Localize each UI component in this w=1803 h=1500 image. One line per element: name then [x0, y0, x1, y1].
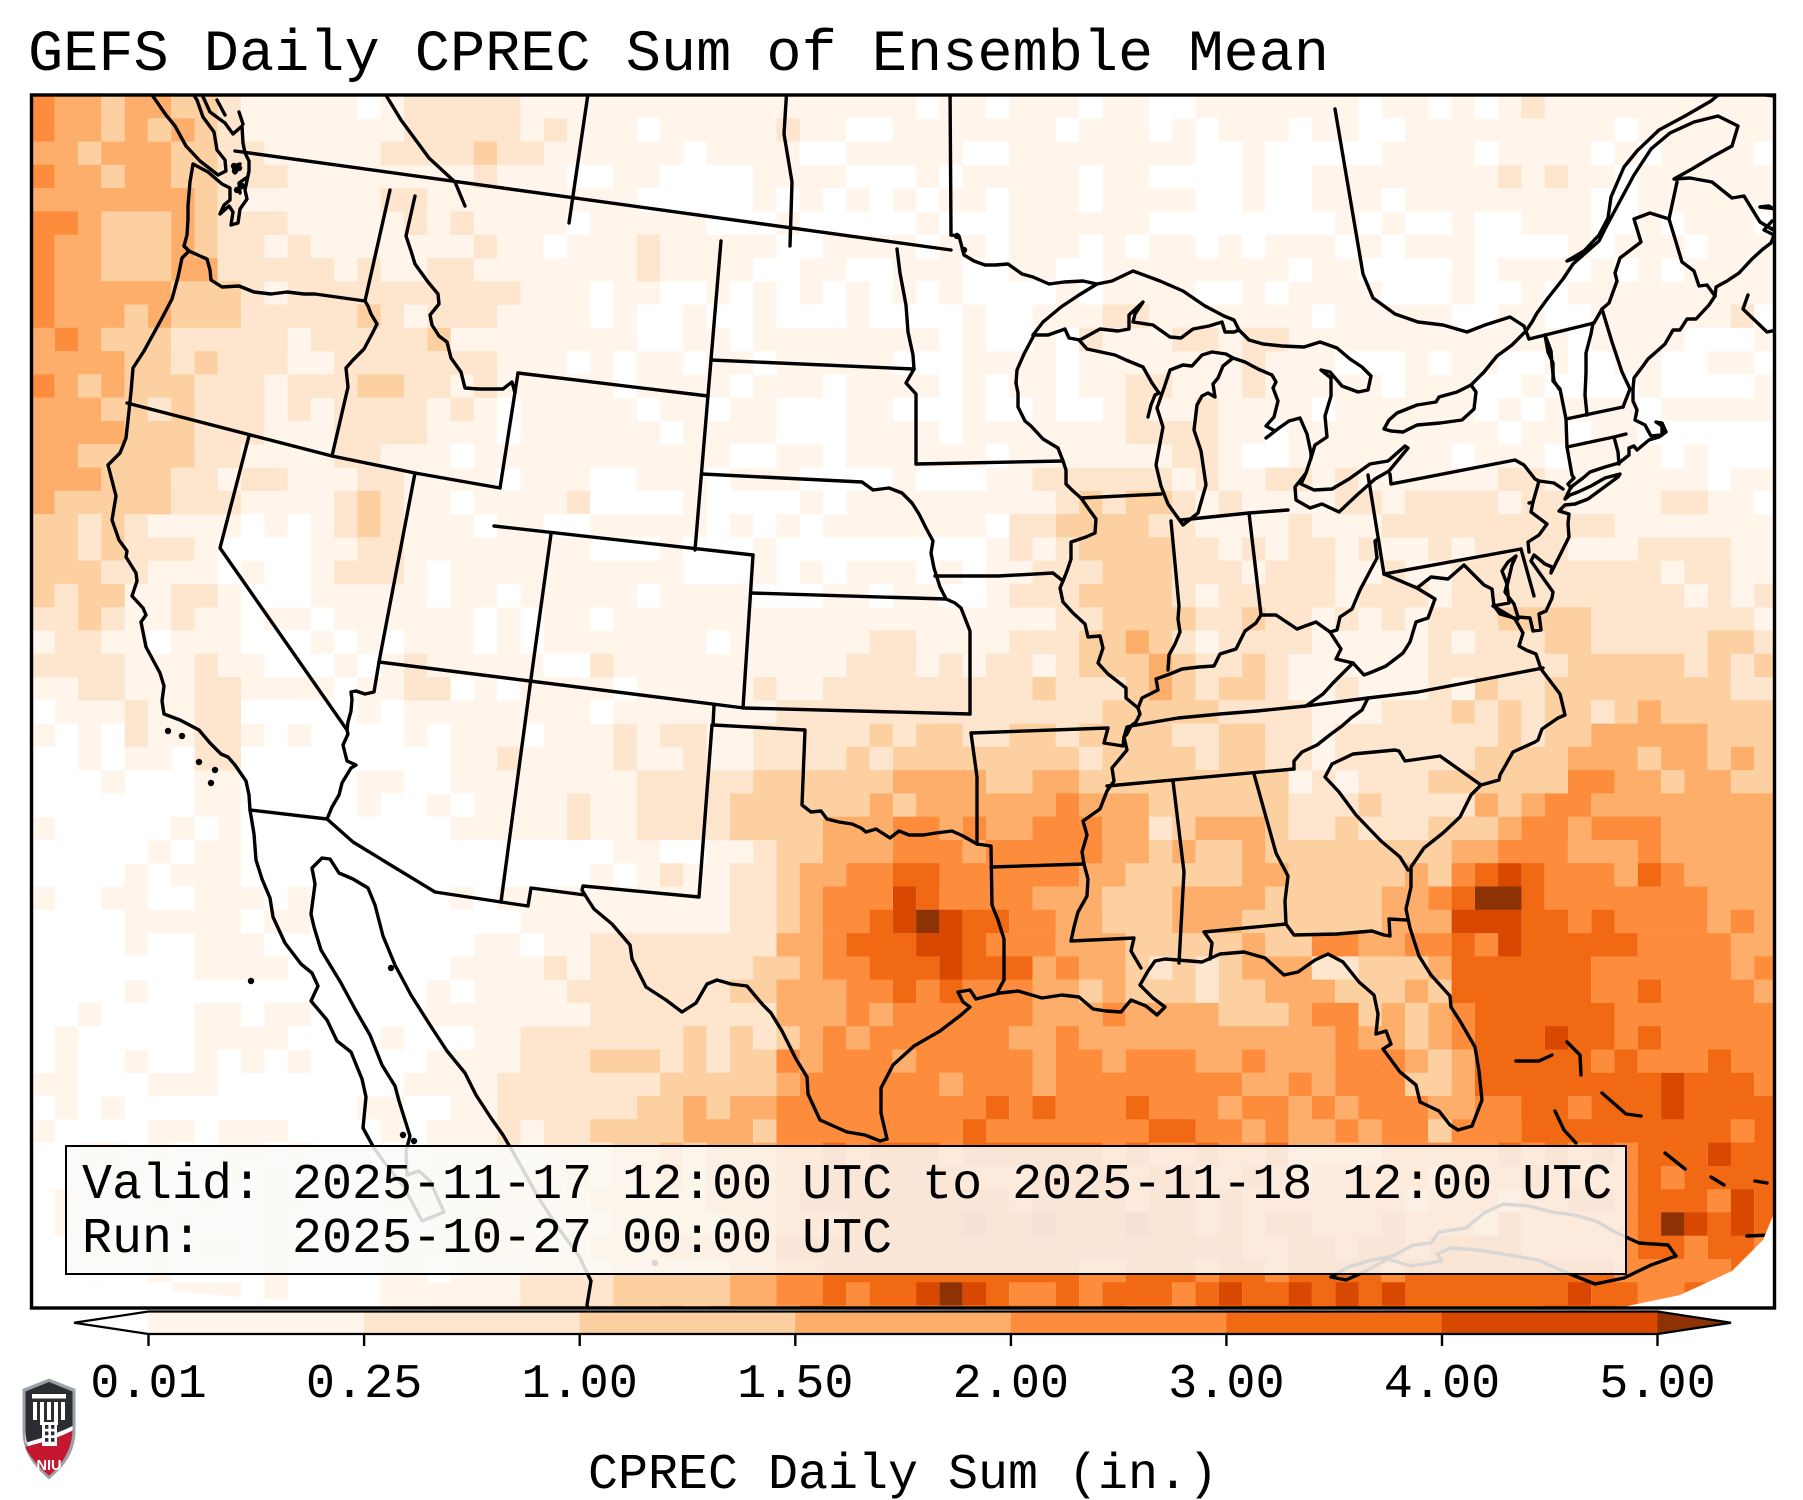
svg-text:NIU: NIU: [37, 1458, 62, 1474]
